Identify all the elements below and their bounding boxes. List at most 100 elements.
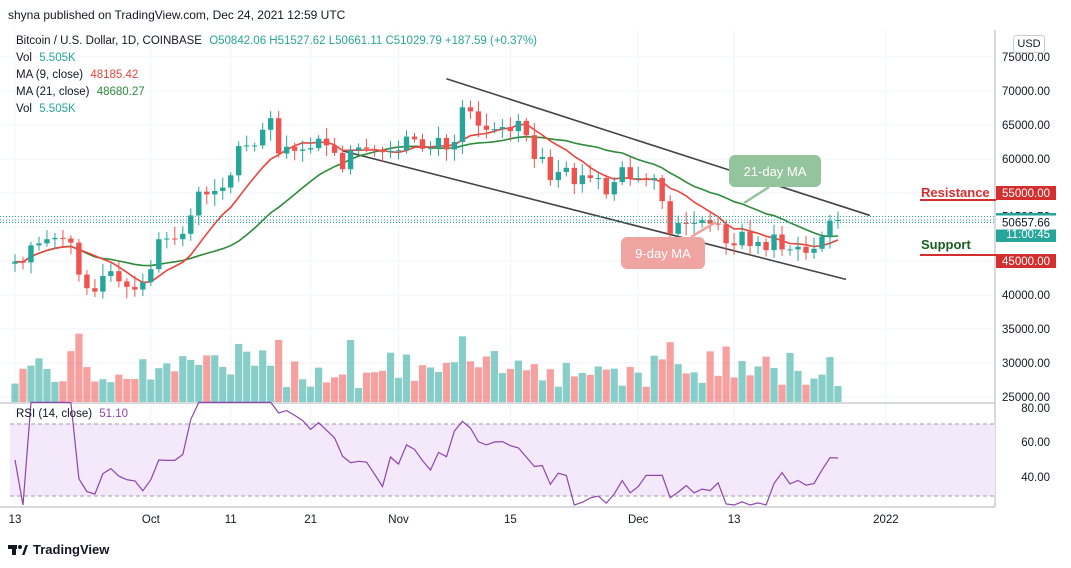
ma21-label: MA (21, close): [16, 86, 90, 98]
candle-body: [267, 118, 274, 130]
candle-body: [331, 145, 338, 153]
volume-bar: [43, 369, 51, 402]
candle-body: [787, 249, 793, 251]
volume-bar: [762, 356, 770, 402]
volume-bar: [331, 377, 339, 402]
symbol-name: Bitcoin / U.S. Dollar, 1D, COINBASE: [16, 35, 202, 47]
currency-button[interactable]: USD: [1013, 35, 1045, 53]
volume-bar: [506, 368, 514, 402]
price-axis[interactable]: 75000.00 70000.00 65000.00 60000.00 55000.00…: [996, 52, 1056, 484]
ma21-annotation-box: [729, 155, 821, 187]
candle-body: [196, 191, 202, 216]
candle-body: [811, 248, 817, 253]
support-label: Support: [921, 237, 971, 252]
volume-bar: [554, 386, 562, 402]
candle-body: [715, 223, 721, 225]
volume-bar: [219, 366, 227, 402]
candlesticks: [12, 100, 841, 299]
volume-bar: [626, 366, 634, 402]
ma9-label: MA (9, close): [16, 69, 84, 81]
candle-body: [228, 175, 234, 188]
publisher-line: shyna published on TradingView.com, Dec …: [8, 8, 346, 22]
volume-bar: [243, 351, 251, 402]
candle-body: [244, 145, 250, 147]
rsi-tick-label: 80.00: [1021, 403, 1050, 415]
legend-symbol-row: Bitcoin / U.S. Dollar, 1D, COINBASE O508…: [16, 35, 541, 47]
volume-bar: [139, 359, 147, 402]
volume-bar: [738, 361, 746, 402]
support-resistance: Resistance Support: [920, 185, 996, 256]
candle-body: [827, 220, 833, 237]
candle-body: [156, 239, 162, 270]
price-chart[interactable]: 21-day MA 9-day MA 75000.00 70000.00 65000.…: [0, 0, 1071, 540]
volume-bar: [754, 366, 762, 402]
tradingview-logo-text: TradingView: [33, 542, 110, 557]
time-axis[interactable]: 13 Oct 11 21 Nov 15 Dec 13 2022: [9, 514, 899, 526]
price-tick-label: 25000.00: [1002, 392, 1050, 404]
candle-body: [595, 178, 601, 180]
volume-bar: [394, 377, 403, 402]
candle-body: [92, 288, 98, 292]
candle-body: [291, 146, 298, 151]
candle-body: [667, 201, 673, 234]
candle-body: [683, 222, 689, 224]
volume-bar: [338, 374, 347, 402]
volume-bar: [610, 368, 618, 402]
candle-body: [20, 261, 26, 263]
volume-bar: [27, 365, 35, 402]
volume-bar: [299, 379, 307, 402]
candle-body: [371, 148, 378, 150]
ohlc-values: O50842.06 H51527.62 L50661.11 C51029.79 …: [209, 35, 537, 47]
candle-body: [100, 275, 106, 292]
candle-body: [659, 178, 665, 202]
candle-body: [180, 233, 186, 240]
candle-body: [220, 187, 226, 191]
volume-bar: [674, 364, 682, 402]
volume-bar: [666, 342, 674, 402]
candle-body: [707, 220, 713, 224]
volume-bar: [67, 351, 75, 402]
volume-bar: [386, 352, 395, 402]
volume-bar: [722, 346, 730, 402]
support-tag-text: 45000.00: [1002, 256, 1050, 268]
channel-lower: [342, 150, 847, 281]
candle-body: [60, 237, 66, 239]
time-tick-label: Nov: [388, 514, 409, 526]
candle-body: [76, 242, 82, 275]
volume-bar: [698, 382, 706, 402]
volume-bar: [594, 366, 602, 402]
countdown-text: 11:00:45: [1006, 229, 1050, 241]
ma9-value: 48185.42: [90, 69, 139, 81]
price-tick-label: 40000.00: [1002, 290, 1050, 302]
candle-body: [435, 137, 442, 149]
volume-bar: [450, 362, 459, 402]
candle-body: [188, 215, 194, 234]
ma21-value: 48680.27: [96, 86, 145, 98]
volume-bar: [195, 364, 203, 402]
ma9-annotation-pointer: [690, 220, 717, 239]
volume-bar: [75, 333, 83, 402]
candle-body: [379, 149, 386, 153]
volume-bar: [171, 371, 179, 402]
candle-body: [475, 111, 482, 126]
volume-bar: [818, 374, 826, 402]
candle-body: [355, 147, 362, 151]
candle-body: [283, 146, 290, 154]
volume-bar: [642, 386, 650, 402]
volume-bar: [682, 373, 690, 402]
tradingview-logo[interactable]: TradingView: [8, 542, 109, 557]
candle-body: [587, 175, 593, 179]
volume-bar: [131, 379, 139, 402]
candle-body: [603, 178, 609, 195]
volume-bar: [323, 382, 331, 402]
candle-body: [763, 241, 769, 251]
volume-bar: [706, 351, 714, 402]
candle-body: [731, 243, 737, 246]
candle-body: [563, 167, 570, 172]
legend-ma21-row: MA (21, close) 48680.27: [16, 86, 149, 98]
vol2-value: 5.505K: [39, 103, 76, 115]
volume-bar: [418, 365, 427, 402]
candle-body: [68, 238, 74, 243]
candle-body: [627, 167, 633, 179]
volume-bar: [203, 355, 211, 402]
